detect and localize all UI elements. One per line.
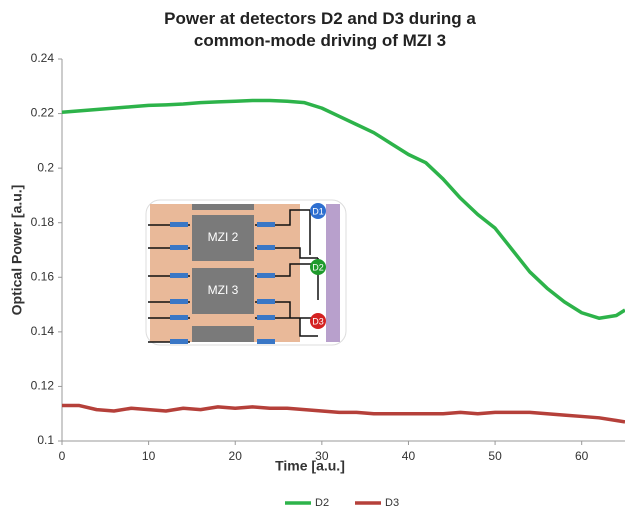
x-tick-label: 20 <box>229 449 243 463</box>
inset-detector <box>310 313 326 329</box>
x-tick-label: 0 <box>59 449 66 463</box>
y-tick-label: 0.2 <box>37 160 54 174</box>
inset-detector <box>310 259 326 275</box>
inset-detector <box>310 203 326 219</box>
inset-mzi-box <box>192 204 254 210</box>
data-line <box>61 98 625 320</box>
y-tick-label: 0.22 <box>31 106 55 120</box>
y-tick-label: 0.16 <box>31 269 55 283</box>
inset-mzi-box <box>192 326 254 342</box>
y-tick-label: 0.24 <box>31 51 55 65</box>
inset-detector-label: D2 <box>312 262 324 272</box>
inset-bus <box>326 204 340 342</box>
legend-label: D2 <box>315 497 329 509</box>
y-tick-label: 0.18 <box>31 215 55 229</box>
legend-label: D3 <box>385 497 399 509</box>
y-axis-title: Optical Power [a.u.] <box>9 185 25 316</box>
y-tick-label: 0.1 <box>37 433 54 447</box>
x-tick-label: 50 <box>488 449 502 463</box>
x-axis-title: Time [a.u.] <box>275 458 345 474</box>
inset-diagram: MZI 2 MZI 3 D1 D2 D3 <box>145 199 347 346</box>
inset-mzi-box <box>192 268 254 314</box>
inset-mzi-box <box>192 215 254 261</box>
x-tick-label: 60 <box>575 449 589 463</box>
y-tick-label: 0.14 <box>31 324 55 338</box>
inset-detector-label: D3 <box>312 316 324 326</box>
data-line <box>62 403 625 424</box>
x-tick-label: 40 <box>402 449 416 463</box>
inset-heaters <box>170 222 275 344</box>
y-tick-label: 0.12 <box>31 379 55 393</box>
inset-mzi-label: MZI 2 <box>208 230 239 244</box>
x-tick-label: 10 <box>142 449 156 463</box>
x-tick-label: 30 <box>315 449 329 463</box>
inset-detector-label: D1 <box>312 206 324 216</box>
chart-title: Power at detectors D2 and D3 during a co… <box>164 9 476 50</box>
inset-mzi-label: MZI 3 <box>208 283 239 297</box>
